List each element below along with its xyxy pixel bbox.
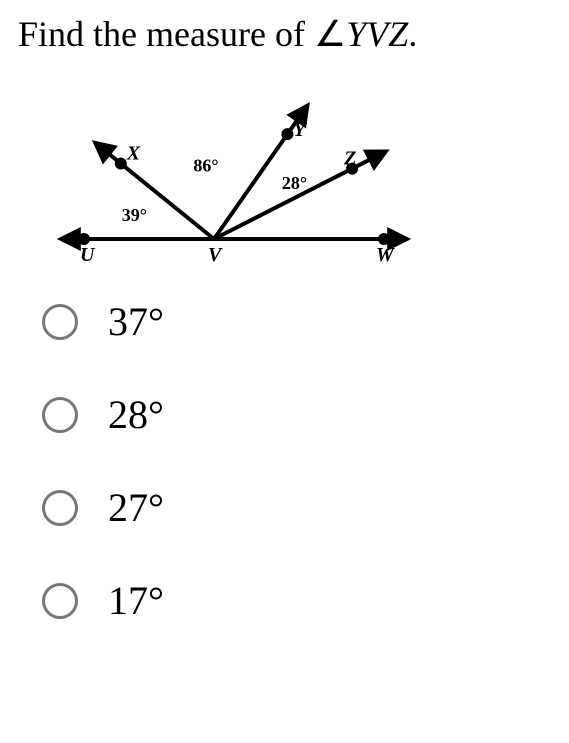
diagram-svg: U X Y Z W V 39° 86° 28° — [54, 69, 414, 269]
radio-icon[interactable] — [42, 583, 78, 619]
angle-diagram: U X Y Z W V 39° 86° 28° — [54, 69, 551, 274]
option-label: 17° — [108, 577, 164, 624]
svg-text:86°: 86° — [193, 156, 218, 176]
question-suffix: . — [408, 14, 417, 54]
svg-text:39°: 39° — [122, 205, 147, 225]
option-row[interactable]: 27° — [42, 484, 551, 531]
svg-text:X: X — [126, 142, 141, 164]
option-label: 28° — [108, 391, 164, 438]
question-text: Find the measure of ∠YVZ. — [18, 12, 551, 57]
angle-symbol: ∠ — [314, 14, 346, 54]
option-row[interactable]: 17° — [42, 577, 551, 624]
option-label: 37° — [108, 298, 164, 345]
radio-icon[interactable] — [42, 304, 78, 340]
answer-options: 37° 28° 27° 17° — [18, 298, 551, 624]
svg-text:Z: Z — [343, 148, 356, 170]
question-prefix: Find the measure of — [18, 14, 314, 54]
svg-text:28°: 28° — [282, 173, 307, 193]
angle-name: YVZ — [346, 14, 408, 54]
option-label: 27° — [108, 484, 164, 531]
svg-text:U: U — [80, 244, 96, 266]
option-row[interactable]: 28° — [42, 391, 551, 438]
page: Find the measure of ∠YVZ. U X Y Z W V 39° 86° 28… — [0, 0, 569, 682]
radio-icon[interactable] — [42, 490, 78, 526]
radio-icon[interactable] — [42, 397, 78, 433]
svg-text:Y: Y — [293, 119, 307, 141]
option-row[interactable]: 37° — [42, 298, 551, 345]
svg-text:V: V — [208, 244, 223, 266]
svg-text:W: W — [376, 244, 395, 266]
